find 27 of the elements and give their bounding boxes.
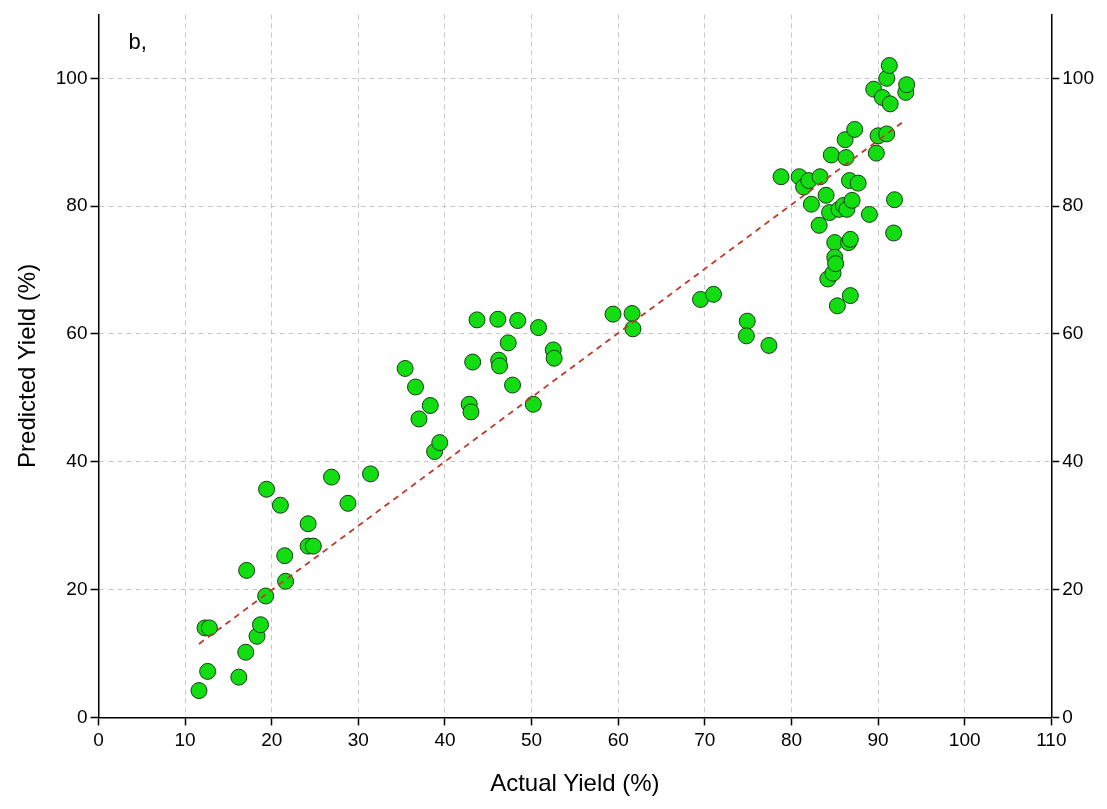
y-tick-label: 100: [55, 66, 88, 88]
x-tick-label: 100: [948, 729, 981, 751]
x-axis-title: Actual Yield (%): [490, 769, 660, 797]
x-tick-label: 10: [174, 729, 196, 751]
y2-tick-label: 20: [1062, 577, 1084, 599]
x-tick-label: 80: [780, 729, 803, 751]
x-tick-label: 20: [261, 729, 283, 751]
y-tick-label: 40: [66, 450, 88, 471]
y2-tick-label: 80: [1062, 194, 1084, 216]
x-tick-label: 40: [434, 729, 456, 751]
y-tick-label: 80: [66, 194, 88, 216]
y2-tick-label: 100: [1062, 66, 1094, 88]
x-tick-label: 30: [347, 729, 369, 751]
y-tick-label: 0: [76, 705, 88, 727]
x-tick-label: 0: [93, 729, 104, 751]
y2-tick-label: 40: [1062, 450, 1084, 471]
x-tick-label: 70: [694, 729, 716, 751]
y-tick-label: 20: [66, 577, 88, 599]
y2-tick-label: 0: [1062, 705, 1073, 727]
y-tick-label: 60: [66, 322, 88, 344]
y-axis-title: Predicted Yield (%): [13, 263, 41, 468]
y2-tick-label: 60: [1062, 322, 1084, 344]
x-tick-label: 110: [1036, 729, 1067, 751]
annotation: b,: [128, 29, 147, 55]
x-tick-label: 90: [867, 729, 889, 751]
x-tick-label: 60: [607, 729, 629, 751]
x-tick-label: 50: [521, 729, 543, 751]
